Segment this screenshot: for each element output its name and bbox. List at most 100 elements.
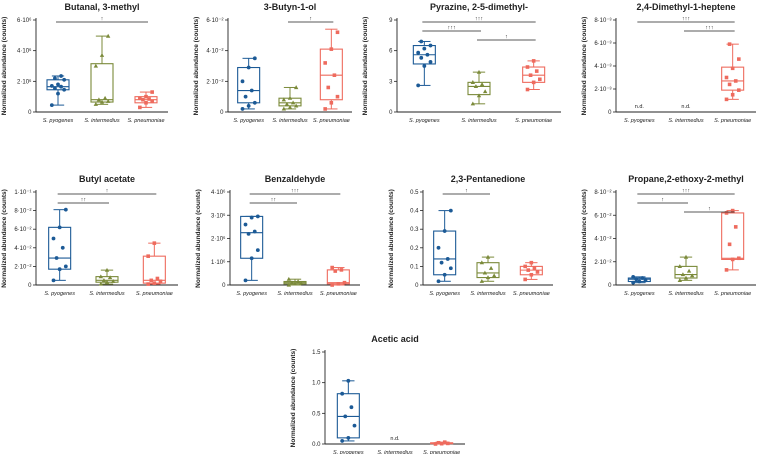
panel-6: Benzaldehyde Normalized abundance (counts… (195, 174, 360, 297)
significance-label: ↑↑ (271, 197, 277, 203)
data-point (445, 257, 450, 261)
data-point (631, 274, 636, 279)
y-tick-label: 4·10⁻² (206, 49, 223, 55)
data-point (525, 65, 530, 69)
data-point (287, 105, 293, 109)
data-point (60, 245, 65, 250)
data-point (724, 97, 729, 102)
panel-9: Acetic acid Normalized abundance (counts)… (290, 334, 465, 456)
data-point (643, 278, 648, 283)
x-category-label: S. intermedius (470, 291, 505, 297)
data-point (724, 211, 729, 215)
box-series-2 (476, 254, 500, 283)
data-point (293, 103, 299, 108)
panel-3: Pyrazine, 2-5-dimethyl- Normalized abunda… (362, 2, 561, 124)
y-tick-label: 0.5 (312, 411, 321, 417)
data-point (330, 283, 334, 287)
y-tick-label: 0 (28, 283, 32, 289)
data-point (141, 97, 145, 102)
y-tick-label: 6·10⁻² (206, 18, 223, 24)
x-category-label: S. pneumoniae (320, 291, 357, 297)
data-point (436, 440, 441, 445)
data-point (634, 277, 639, 282)
x-category-label: S. intermedius (89, 291, 124, 297)
data-point (525, 87, 530, 92)
y-tick-label: 2·10⁻³ (594, 87, 611, 93)
data-point (252, 100, 257, 105)
data-point (683, 254, 689, 259)
data-point (336, 282, 341, 286)
y-tick-label: 4·10⁻² (14, 246, 31, 252)
data-point (51, 236, 56, 241)
data-point (104, 267, 110, 272)
data-point (62, 77, 67, 82)
data-point (284, 102, 290, 106)
data-point (54, 256, 59, 260)
data-point (529, 260, 534, 265)
y-tick-label: 4·10⁻² (594, 237, 611, 243)
data-point (57, 267, 62, 272)
data-point (150, 90, 154, 94)
x-category-label: S. pneumoniae (714, 291, 751, 297)
y-tick-label: 0.5 (410, 190, 419, 196)
data-point (416, 50, 421, 55)
data-point (485, 254, 491, 259)
y-tick-label: 2·10⁶ (211, 236, 226, 243)
panel-title: Butyl acetate (79, 174, 135, 184)
data-point (737, 256, 741, 261)
data-point (640, 276, 645, 280)
data-point (102, 95, 108, 100)
data-point (727, 82, 732, 87)
box-series-1 (46, 74, 70, 107)
y-axis-label: Normalized abundance (counts) (362, 17, 369, 116)
data-point (99, 99, 105, 104)
box-series-3 (326, 265, 350, 287)
panel-title: Acetic acid (371, 334, 419, 344)
box (237, 66, 261, 104)
x-category-label: S. intermedius (377, 450, 412, 454)
data-point (146, 254, 150, 258)
data-point (439, 260, 444, 265)
data-point (49, 84, 54, 88)
data-point (637, 279, 642, 284)
data-point (246, 65, 251, 70)
data-point (144, 94, 148, 99)
data-point (473, 84, 479, 89)
box-series-1 (237, 56, 261, 111)
box-series-1 (412, 39, 436, 88)
y-tick-label: 2·10⁻² (206, 79, 223, 85)
y-tick-label: 6 (389, 49, 393, 55)
data-point (526, 268, 531, 272)
x-category-label: S. pyogenes (333, 450, 364, 454)
data-point (330, 265, 334, 270)
data-point (680, 272, 686, 277)
y-tick-label: 0.1 (410, 264, 419, 270)
data-point (730, 66, 735, 71)
y-tick-label: 8·10⁻² (14, 209, 31, 215)
x-category-label: S. pneumoniae (423, 450, 460, 454)
data-point (329, 47, 334, 51)
data-point (631, 280, 636, 285)
data-point (343, 414, 348, 419)
data-point (138, 96, 142, 100)
panel-title: 2,3-Pentanedione (451, 174, 526, 184)
x-category-label: S. pyogenes (43, 118, 74, 124)
significance-label: ↑↑↑ (475, 16, 484, 22)
data-point (255, 248, 260, 253)
significance-label: ↑↑ (81, 197, 87, 203)
box (48, 226, 72, 270)
y-tick-label: 1.0 (312, 381, 321, 387)
box-series-3 (142, 241, 166, 286)
data-point (448, 208, 453, 213)
data-point (488, 265, 494, 270)
x-category-label: S. pneumoniae (515, 118, 552, 124)
data-point (730, 208, 735, 213)
data-point (428, 60, 433, 64)
data-point (63, 264, 68, 269)
box-series-1 (48, 207, 72, 283)
data-point (442, 272, 447, 277)
data-point (144, 101, 148, 105)
data-point (56, 82, 60, 87)
x-category-label: S. pyogenes (236, 291, 267, 297)
data-point (419, 55, 424, 60)
